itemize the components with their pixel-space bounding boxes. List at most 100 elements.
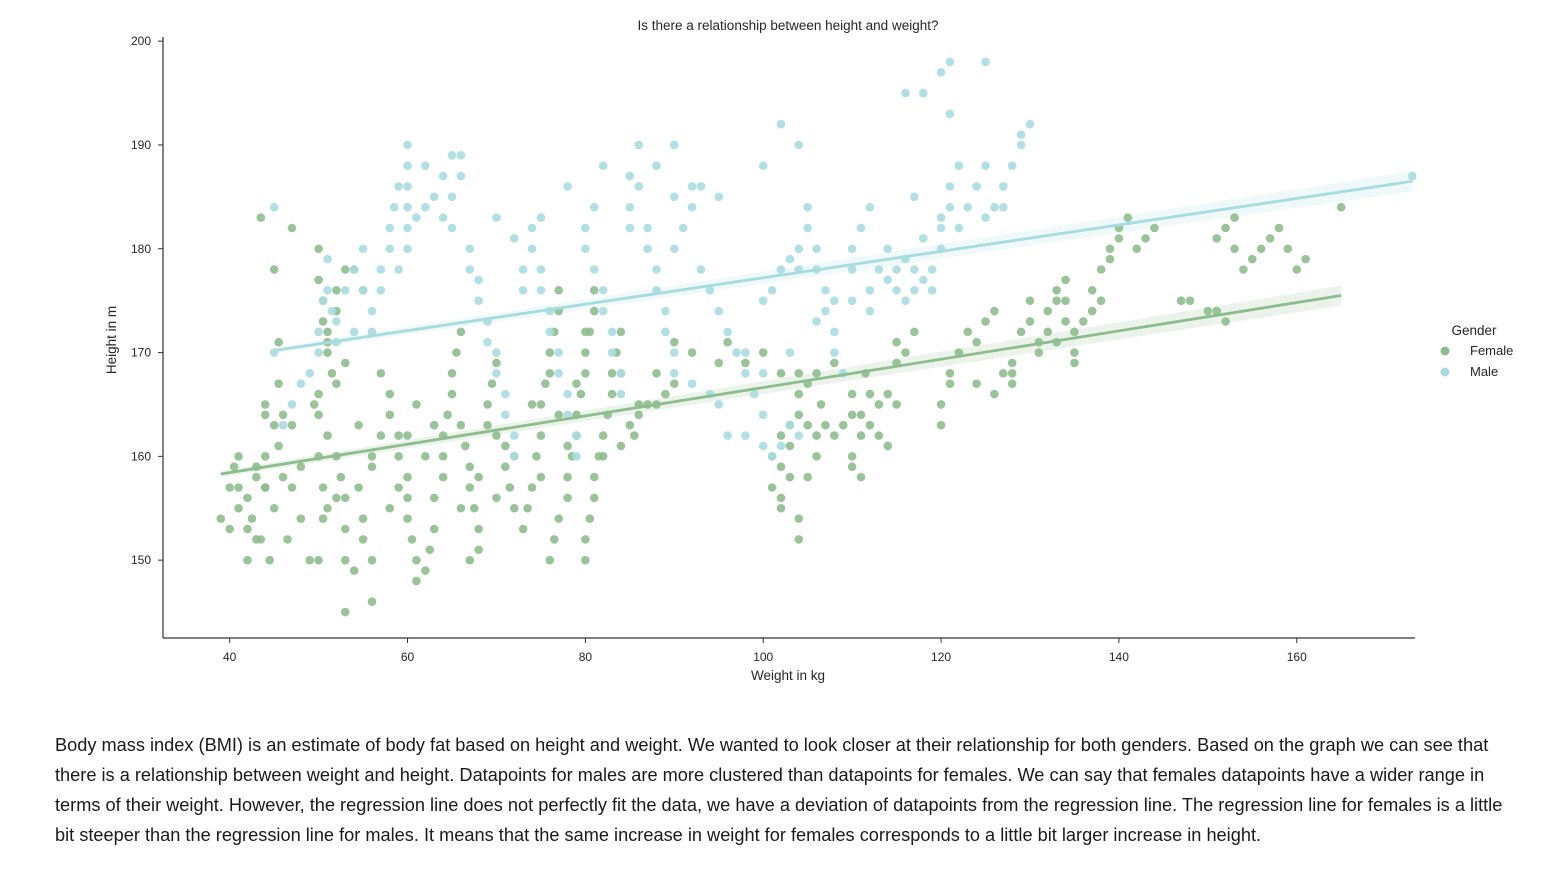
female-point (767, 483, 777, 492)
x-tick-label: 40 (223, 650, 237, 664)
female-point (367, 462, 377, 472)
female-point (847, 452, 857, 461)
male-point (327, 306, 337, 316)
male-point (554, 369, 563, 378)
female-point (945, 379, 955, 388)
female-point (669, 379, 679, 388)
female-point (367, 452, 377, 461)
female-point (385, 389, 395, 399)
male-point (652, 265, 661, 274)
male-point (963, 202, 973, 212)
female-point (318, 483, 328, 492)
male-point (607, 327, 617, 337)
male-point (936, 223, 946, 233)
male-point (389, 202, 399, 212)
female-point (421, 452, 430, 461)
female-point (581, 369, 590, 378)
male-point (901, 88, 910, 98)
male-point (723, 327, 732, 337)
legend-marker-female (1440, 346, 1450, 356)
female-point (1221, 317, 1230, 326)
female-point (349, 566, 359, 575)
female-point (607, 369, 617, 378)
male-point (981, 57, 990, 67)
female-point (1212, 306, 1222, 316)
female-point (429, 524, 439, 534)
female-point (305, 555, 315, 565)
female-point (847, 389, 857, 399)
male-point (661, 327, 670, 337)
male-point (340, 285, 350, 295)
male-point (910, 285, 919, 295)
male-point (892, 265, 901, 274)
male-point (669, 192, 679, 202)
male-point (545, 327, 555, 337)
male-point (945, 57, 955, 67)
female-point (474, 545, 483, 555)
female-point (776, 503, 786, 513)
female-point (1007, 379, 1017, 388)
x-tick-label: 140 (1109, 650, 1129, 664)
female-point (443, 410, 452, 420)
female-point (252, 535, 261, 544)
female-point (394, 483, 403, 492)
male-point (714, 306, 724, 316)
legend-label-male: Male (1470, 364, 1498, 379)
female-point (1070, 348, 1079, 357)
male-point (323, 254, 332, 264)
female-point (456, 327, 466, 337)
female-point (563, 441, 572, 451)
female-point (1096, 296, 1106, 305)
female-point (274, 337, 283, 347)
female-point (990, 306, 999, 316)
female-point (830, 358, 839, 368)
male-point (910, 192, 919, 202)
female-point (785, 472, 795, 482)
male-point (998, 202, 1008, 212)
male-point (634, 140, 644, 150)
female-point (1052, 285, 1061, 295)
male-point (927, 285, 937, 295)
female-point (252, 472, 261, 482)
female-point (598, 452, 608, 461)
x-tick-label: 60 (401, 650, 415, 664)
female-point (1070, 327, 1079, 337)
female-point (625, 420, 635, 430)
female-point (492, 431, 501, 440)
legend: Gender Female Male (1440, 323, 1513, 379)
male-point (367, 327, 377, 337)
male-point (332, 317, 341, 326)
female-point (287, 483, 297, 492)
male-point (314, 348, 323, 357)
female-point (296, 514, 306, 523)
female-point (421, 566, 430, 575)
male-point (607, 348, 617, 357)
female-point (532, 452, 541, 461)
male-point (714, 400, 724, 409)
male-point (767, 452, 777, 461)
male-point (883, 275, 893, 285)
male-point (394, 182, 403, 191)
female-point (652, 369, 661, 378)
female-point (936, 420, 946, 430)
female-point (785, 441, 795, 451)
male-point (474, 275, 483, 285)
male-point (563, 389, 572, 399)
female-point (269, 420, 279, 430)
female-point (216, 514, 226, 523)
female-point (314, 275, 323, 285)
female-point (794, 514, 804, 523)
male-point (847, 265, 857, 274)
female-point (385, 503, 395, 513)
female-point (1132, 244, 1141, 254)
legend-title: Gender (1451, 323, 1497, 338)
male-point (812, 317, 821, 326)
male-point (403, 244, 412, 254)
female-point (234, 503, 243, 513)
male-point (785, 254, 795, 264)
female-point (812, 431, 821, 440)
female-point (1034, 348, 1044, 357)
female-point (1185, 296, 1195, 305)
female-point (243, 493, 252, 503)
scatter-chart: Is there a relationship between height a… (104, 18, 1513, 683)
